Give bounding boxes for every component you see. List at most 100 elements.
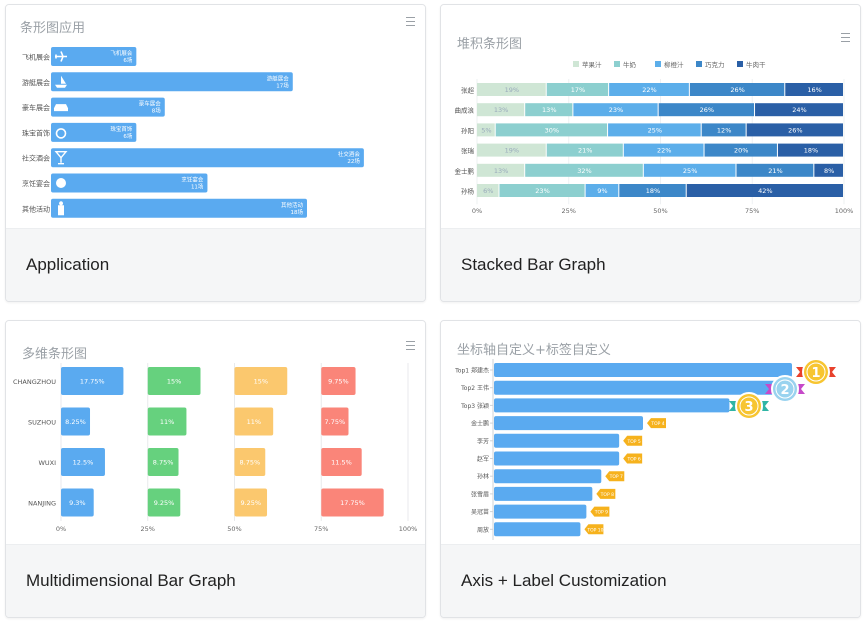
- x-tick-label: 0%: [56, 525, 66, 533]
- rank-tag-label: TOP 7: [609, 474, 623, 480]
- category-label: 吴冠苗: [471, 508, 489, 516]
- bar-segment: [477, 123, 495, 137]
- rank-tag: [647, 418, 666, 429]
- card-stacked-bar[interactable]: 堆积条形图 苹果汁 牛奶 柳橙汁 巧克力 牛肉干 0% 25% 50% 75% 100% 张超 19%…: [440, 4, 861, 302]
- bar: [494, 486, 593, 501]
- card-application[interactable]: 条形图应用 飞机展会 飞机展会 6场 游艇展会 游艇展会 17场 豪车展会 豪车展会 8场 珠宝首…: [5, 4, 426, 302]
- bar-value-label: 8.75%: [153, 459, 174, 467]
- chart-application: 条形图应用 飞机展会 飞机展会 6场 游艇展会 游艇展会 17场 豪车展会 豪车展会 8场 珠宝首…: [6, 5, 425, 233]
- bar-name-label: 游艇展会: [267, 74, 290, 82]
- yacht-icon: [55, 75, 67, 88]
- card-footer: Stacked Bar Graph: [441, 228, 860, 301]
- chart-axis: 坐标轴自定义+标签自定义 Top1 郑建杰 Top2 王伟 Top3 张颖 金士鹏 TO…: [441, 321, 860, 549]
- bar-value-label: 11%: [247, 418, 261, 426]
- category-label: CHANGZHOU: [13, 378, 56, 386]
- category-label: 孙阳: [461, 126, 474, 135]
- category-label: Top3 张颖: [460, 402, 489, 410]
- rank-tag-label: TOP 10: [586, 527, 603, 533]
- segment-value-label: 24%: [792, 106, 806, 114]
- x-tick-label: 100%: [835, 207, 854, 215]
- bar: [147, 367, 201, 395]
- card-footer: Axis + Label Customization: [441, 544, 860, 617]
- bar: [321, 367, 356, 395]
- segment-value-label: 25%: [683, 167, 697, 175]
- bar-value-label: 17.75%: [340, 499, 365, 507]
- bar-name-label: 豪车展会: [139, 100, 162, 108]
- bar: [51, 122, 137, 142]
- chart-menu-icon[interactable]: [841, 33, 850, 42]
- bar-value-label: 9.75%: [328, 378, 349, 386]
- category-label: 周放: [477, 526, 489, 534]
- legend-label: 牛肉干: [746, 60, 766, 69]
- bar-segment: [736, 163, 814, 177]
- bar: [494, 363, 792, 377]
- bar: [51, 198, 307, 218]
- medal-inner-ring: [806, 362, 826, 382]
- card-footer: Multidimensional Bar Graph: [6, 544, 425, 617]
- bar-segment: [477, 163, 525, 177]
- category-label: 珠宝首饰: [22, 128, 50, 137]
- segment-value-label: 22%: [657, 147, 671, 155]
- bar-value-label: 17场: [276, 81, 289, 89]
- bar-segment: [499, 184, 585, 197]
- card-axis-label[interactable]: 坐标轴自定义+标签自定义 Top1 郑建杰 Top2 王伟 Top3 张颖 金士鹏 TO…: [440, 320, 861, 618]
- category-label: 张瑞: [461, 146, 475, 155]
- segment-value-label: 13%: [494, 106, 508, 114]
- bar-segment: [477, 143, 546, 157]
- bar: [234, 367, 288, 395]
- card-multidimensional[interactable]: 多维条形图 0% 25% 50% 75% 100% CHANGZHOU 17.75% 15% 1…: [5, 320, 426, 618]
- rank-tag-label: TOP 9: [594, 510, 608, 516]
- segment-value-label: 30%: [545, 126, 559, 134]
- bar: [147, 407, 187, 436]
- legend-label: 牛奶: [623, 60, 637, 69]
- chart-menu-icon[interactable]: [406, 341, 415, 350]
- segment-value-label: 8%: [824, 167, 834, 175]
- segment-value-label: 26%: [730, 86, 744, 94]
- bar-value-label: 6场: [123, 56, 132, 64]
- rank-tag: [623, 435, 643, 446]
- stacked-bar-chart: 苹果汁 牛奶 柳橙汁 巧克力 牛肉干 0% 25% 50% 75% 100% 张超 19% 17% 22%…: [455, 60, 854, 215]
- bar: [321, 407, 349, 436]
- medal-inner-ring: [775, 379, 795, 399]
- legend-swatch: [696, 61, 702, 67]
- category-label: 金士鹏: [471, 420, 489, 428]
- category-label: 张雪眉: [471, 490, 489, 498]
- bar-value-label: 22场: [347, 157, 360, 165]
- bar-value-label: 7.75%: [325, 418, 346, 426]
- airplane-icon: [55, 51, 67, 62]
- bar: [61, 407, 91, 436]
- segment-value-label: 26%: [700, 106, 714, 114]
- segment-value-label: 16%: [807, 86, 821, 94]
- segment-value-label: 12%: [717, 126, 731, 134]
- category-label: 孙杨: [461, 187, 475, 196]
- category-label: 曲成浪: [455, 106, 475, 115]
- bar-segment: [619, 184, 686, 197]
- bar-name-label: 烹饪宴会: [181, 176, 204, 184]
- segment-value-label: 5%: [481, 126, 491, 134]
- chart-menu-icon[interactable]: [406, 17, 415, 26]
- x-tick-label: 100%: [399, 525, 418, 533]
- chart-title: 多维条形图: [22, 347, 88, 362]
- segment-value-label: 26%: [788, 126, 802, 134]
- bar-value-label: 8.75%: [240, 459, 261, 467]
- bar-value-label: 11%: [160, 418, 174, 426]
- legend-swatch: [614, 61, 620, 67]
- segment-value-label: 13%: [494, 167, 508, 175]
- segment-value-label: 22%: [642, 86, 656, 94]
- bar-segment: [608, 123, 701, 137]
- chart-multi: 多维条形图 0% 25% 50% 75% 100% CHANGZHOU 17.75% 15% 1…: [6, 321, 425, 549]
- bar-segment: [785, 83, 843, 96]
- category-label: 张超: [461, 86, 475, 95]
- chart-title: 堆积条形图: [457, 37, 523, 52]
- bar-value-label: 6场: [123, 132, 132, 140]
- rank-tag: [596, 488, 616, 499]
- bar-segment: [609, 83, 689, 96]
- card-caption: Axis + Label Customization: [461, 571, 667, 590]
- legend-label: 巧克力: [705, 60, 725, 69]
- bar: [61, 448, 105, 476]
- car-icon: [54, 104, 68, 112]
- bar-value-label: 8.25%: [65, 418, 86, 426]
- medal-inner-ring: [739, 396, 759, 416]
- bar-segment: [525, 163, 643, 177]
